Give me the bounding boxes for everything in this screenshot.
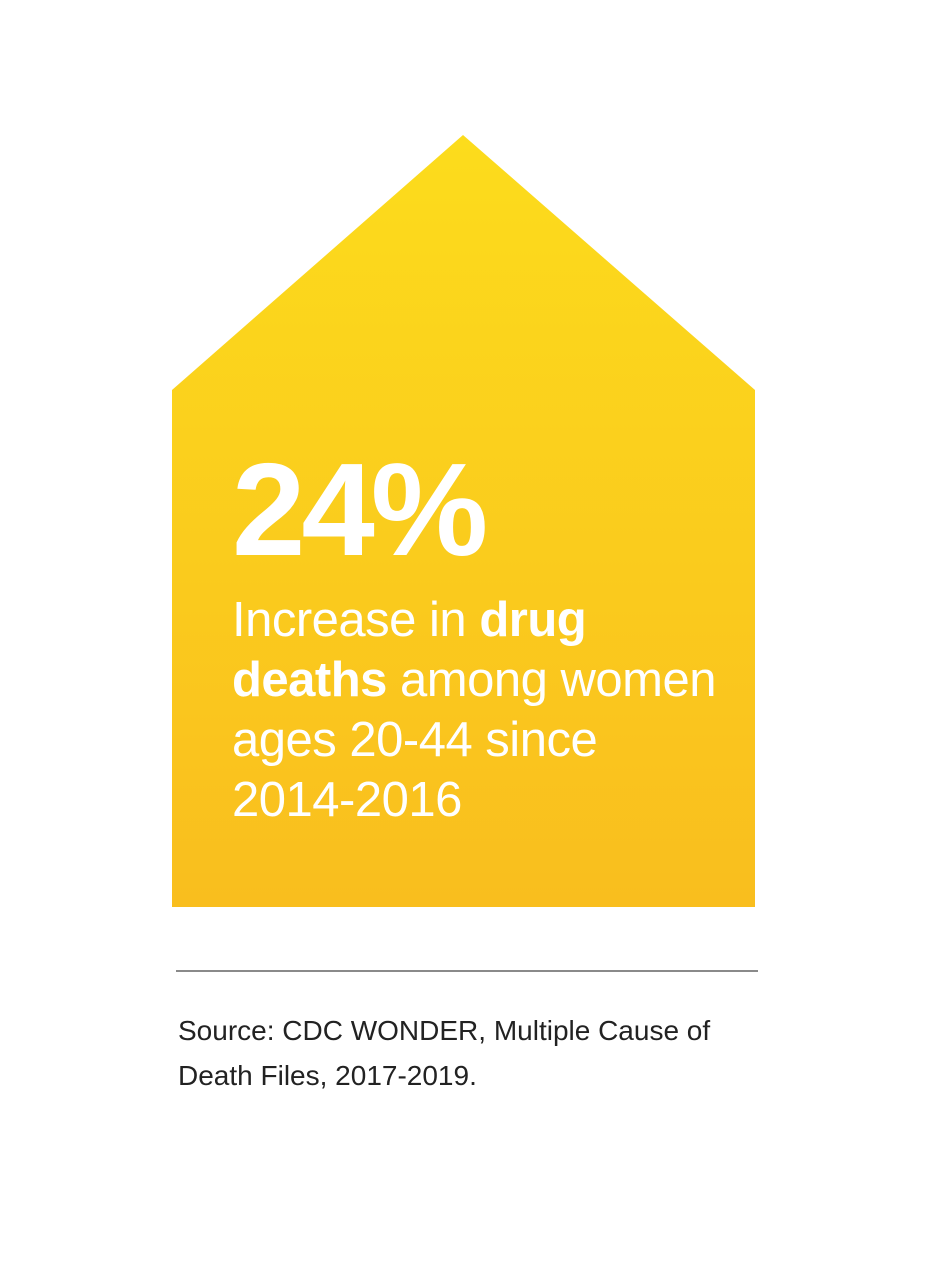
caption-bold-deaths: deaths xyxy=(232,653,387,707)
stat-block: 24% Increase in drug deaths among women … xyxy=(232,440,732,830)
house-body xyxy=(172,135,755,907)
caption-bold-drug: drug xyxy=(479,593,587,647)
stat-value: 24% xyxy=(232,436,488,583)
source-note: Source: CDC WONDER, Multiple Cause of De… xyxy=(178,1015,711,1091)
caption-text-1: Increase in xyxy=(232,593,480,647)
divider xyxy=(176,970,758,972)
stat-caption: Increase in drug deaths among women ages… xyxy=(232,590,732,830)
caption-text-3: among women ages 20-44 since 2014-2016 xyxy=(232,653,716,827)
